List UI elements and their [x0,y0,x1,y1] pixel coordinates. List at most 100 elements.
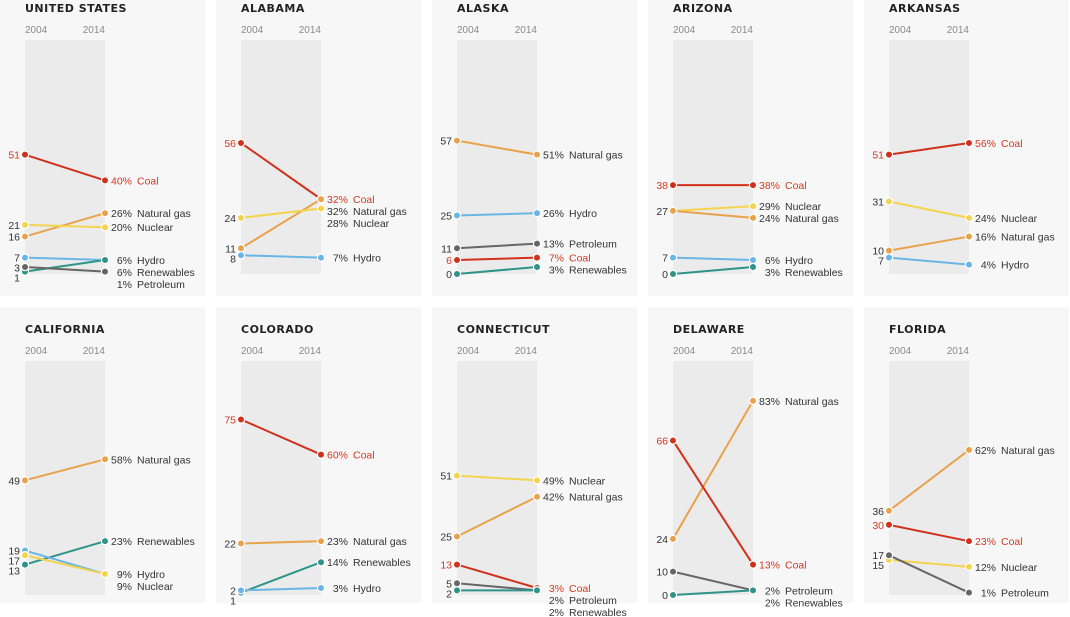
series-name-label: Hydro [137,255,165,267]
point-hydro-start [452,211,462,220]
point-natural-gas-end [748,396,758,405]
chart-panel-delaware: DELAWARE 2004 2014 66 24 10 0 83% Natural gas 13%… [648,307,853,609]
year-label-end: 2014 [299,25,322,36]
end-value-label: 2% [765,597,780,609]
series-name-label: Renewables [785,597,843,609]
series-line-petroleum [456,582,538,592]
end-value-label: 13% [759,560,780,572]
series-name-label: Natural gas [785,396,839,408]
start-value-label: 2 [446,588,452,600]
end-value-label: 9% [117,569,132,581]
series-line-nuclear [456,474,538,482]
panel-title: ALABAMA [241,2,305,15]
point-natural-gas-end [100,208,110,218]
end-value-label: 49% [543,475,564,487]
series-name-label: Natural gas [353,536,407,548]
series-name-label: Coal [1001,536,1023,548]
end-value-label: 56% [975,138,996,150]
point-coal-end [748,560,758,569]
year-band [241,40,321,274]
end-value-label: 3% [765,267,780,279]
point-nuclear-end [964,213,974,223]
year-band [457,40,537,274]
end-value-label: 12% [975,562,996,574]
point-renewables-start [20,560,30,569]
year-label-start: 2004 [889,25,912,36]
point-nuclear-end [100,569,110,579]
panel-title: DELAWARE [673,323,745,336]
end-value-label: 7% [333,253,348,265]
end-value-label: 62% [975,445,996,457]
point-petroleum-start [668,567,678,576]
year-band [889,40,969,274]
start-value-label: 13 [8,566,20,578]
series-name-label: Coal [569,253,591,265]
start-value-label: 22 [224,539,236,551]
year-band [25,40,105,274]
point-hydro-start [236,251,246,260]
series-line-natural-gas [24,458,106,482]
start-value-label: 13 [440,560,452,572]
end-value-label: 83% [759,396,780,408]
end-value-label: 7% [549,253,564,265]
point-coal-start [236,415,246,424]
series-name-label: Natural gas [1001,232,1055,244]
point-petroleum-end [532,239,542,248]
start-value-label: 24 [656,534,668,546]
start-value-label: 5 [446,578,452,590]
start-value-label: 7 [878,256,884,268]
year-label-end: 2014 [515,346,538,357]
series-line-natural-gas [456,139,538,156]
year-label-end: 2014 [83,346,106,357]
year-label-start: 2004 [673,25,696,36]
year-label-start: 2004 [673,346,696,357]
point-renewables-end [748,262,758,272]
year-band [889,361,969,595]
series-name-label: Nuclear [137,581,174,593]
chart-panel-connecticut: CONNECTICUT 2004 2014 51 25 13 5 2 49% Nuclear 42%… [432,307,637,617]
end-value-label: 16% [975,232,996,244]
point-natural-gas-end [316,194,326,204]
chart-panel-alabama: ALABAMA 2004 2014 56 24 11 8 32% Coal 32% Natural … [216,0,421,296]
point-coal-end [748,180,758,190]
point-coal-end [964,536,974,546]
end-value-label: 23% [111,536,132,548]
start-value-label: 7 [14,253,20,265]
chart-svg: ALABAMA 2004 2014 56 24 118 32% Coal 32% Natural … [224,2,407,274]
start-value-label: 0 [446,269,452,281]
point-petroleum-start [884,551,894,560]
point-hydro-start [20,253,30,262]
end-value-label: 2% [549,595,564,607]
point-renewables-end [532,262,542,272]
end-value-label: 23% [975,536,996,548]
start-value-label: 3 [14,263,20,275]
point-renewables-start [668,590,678,600]
year-label-start: 2004 [457,346,480,357]
year-label-end: 2014 [731,346,754,357]
point-renewables-end [748,586,758,595]
series-line-natural-gas [240,198,322,250]
end-value-label: 3% [333,583,348,595]
start-value-label: 11 [225,243,236,255]
series-line-hydro [888,256,970,266]
point-natural-gas-start [452,136,462,145]
year-label-end: 2014 [515,25,538,36]
start-value-label: 17 [8,556,20,568]
series-line-petroleum [456,242,538,250]
series-line-petroleum [888,554,970,594]
end-value-label: 38% [759,180,780,192]
series-line-natural-gas [672,209,754,219]
end-value-label: 60% [327,450,348,462]
series-line-hydro [240,586,322,592]
series-name-label: Coal [353,450,375,462]
start-value-label: 8 [230,253,236,265]
point-natural-gas-end [532,492,542,501]
point-hydro-end [316,583,326,593]
end-value-label: 26% [543,208,564,220]
series-line-nuclear [888,200,970,219]
series-line-nuclear [24,554,106,575]
point-renewables-end [532,586,542,595]
end-value-label: 32% [327,194,348,206]
point-nuclear-end [100,222,110,232]
series-name-label: Hydro [353,253,381,265]
